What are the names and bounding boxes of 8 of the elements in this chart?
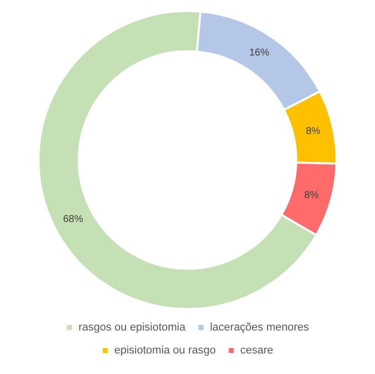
data-label: 8% [306, 126, 320, 137]
data-label: 8% [304, 190, 319, 201]
legend-label: lacerações menores [210, 322, 310, 334]
data-label: 16% [249, 48, 270, 59]
legend-label: cesare [240, 344, 274, 357]
data-label: 68% [63, 214, 84, 226]
legend-label: rasgos ou episiotomia [78, 322, 186, 334]
legend-label: episiotomia ou rasgo [114, 344, 216, 357]
